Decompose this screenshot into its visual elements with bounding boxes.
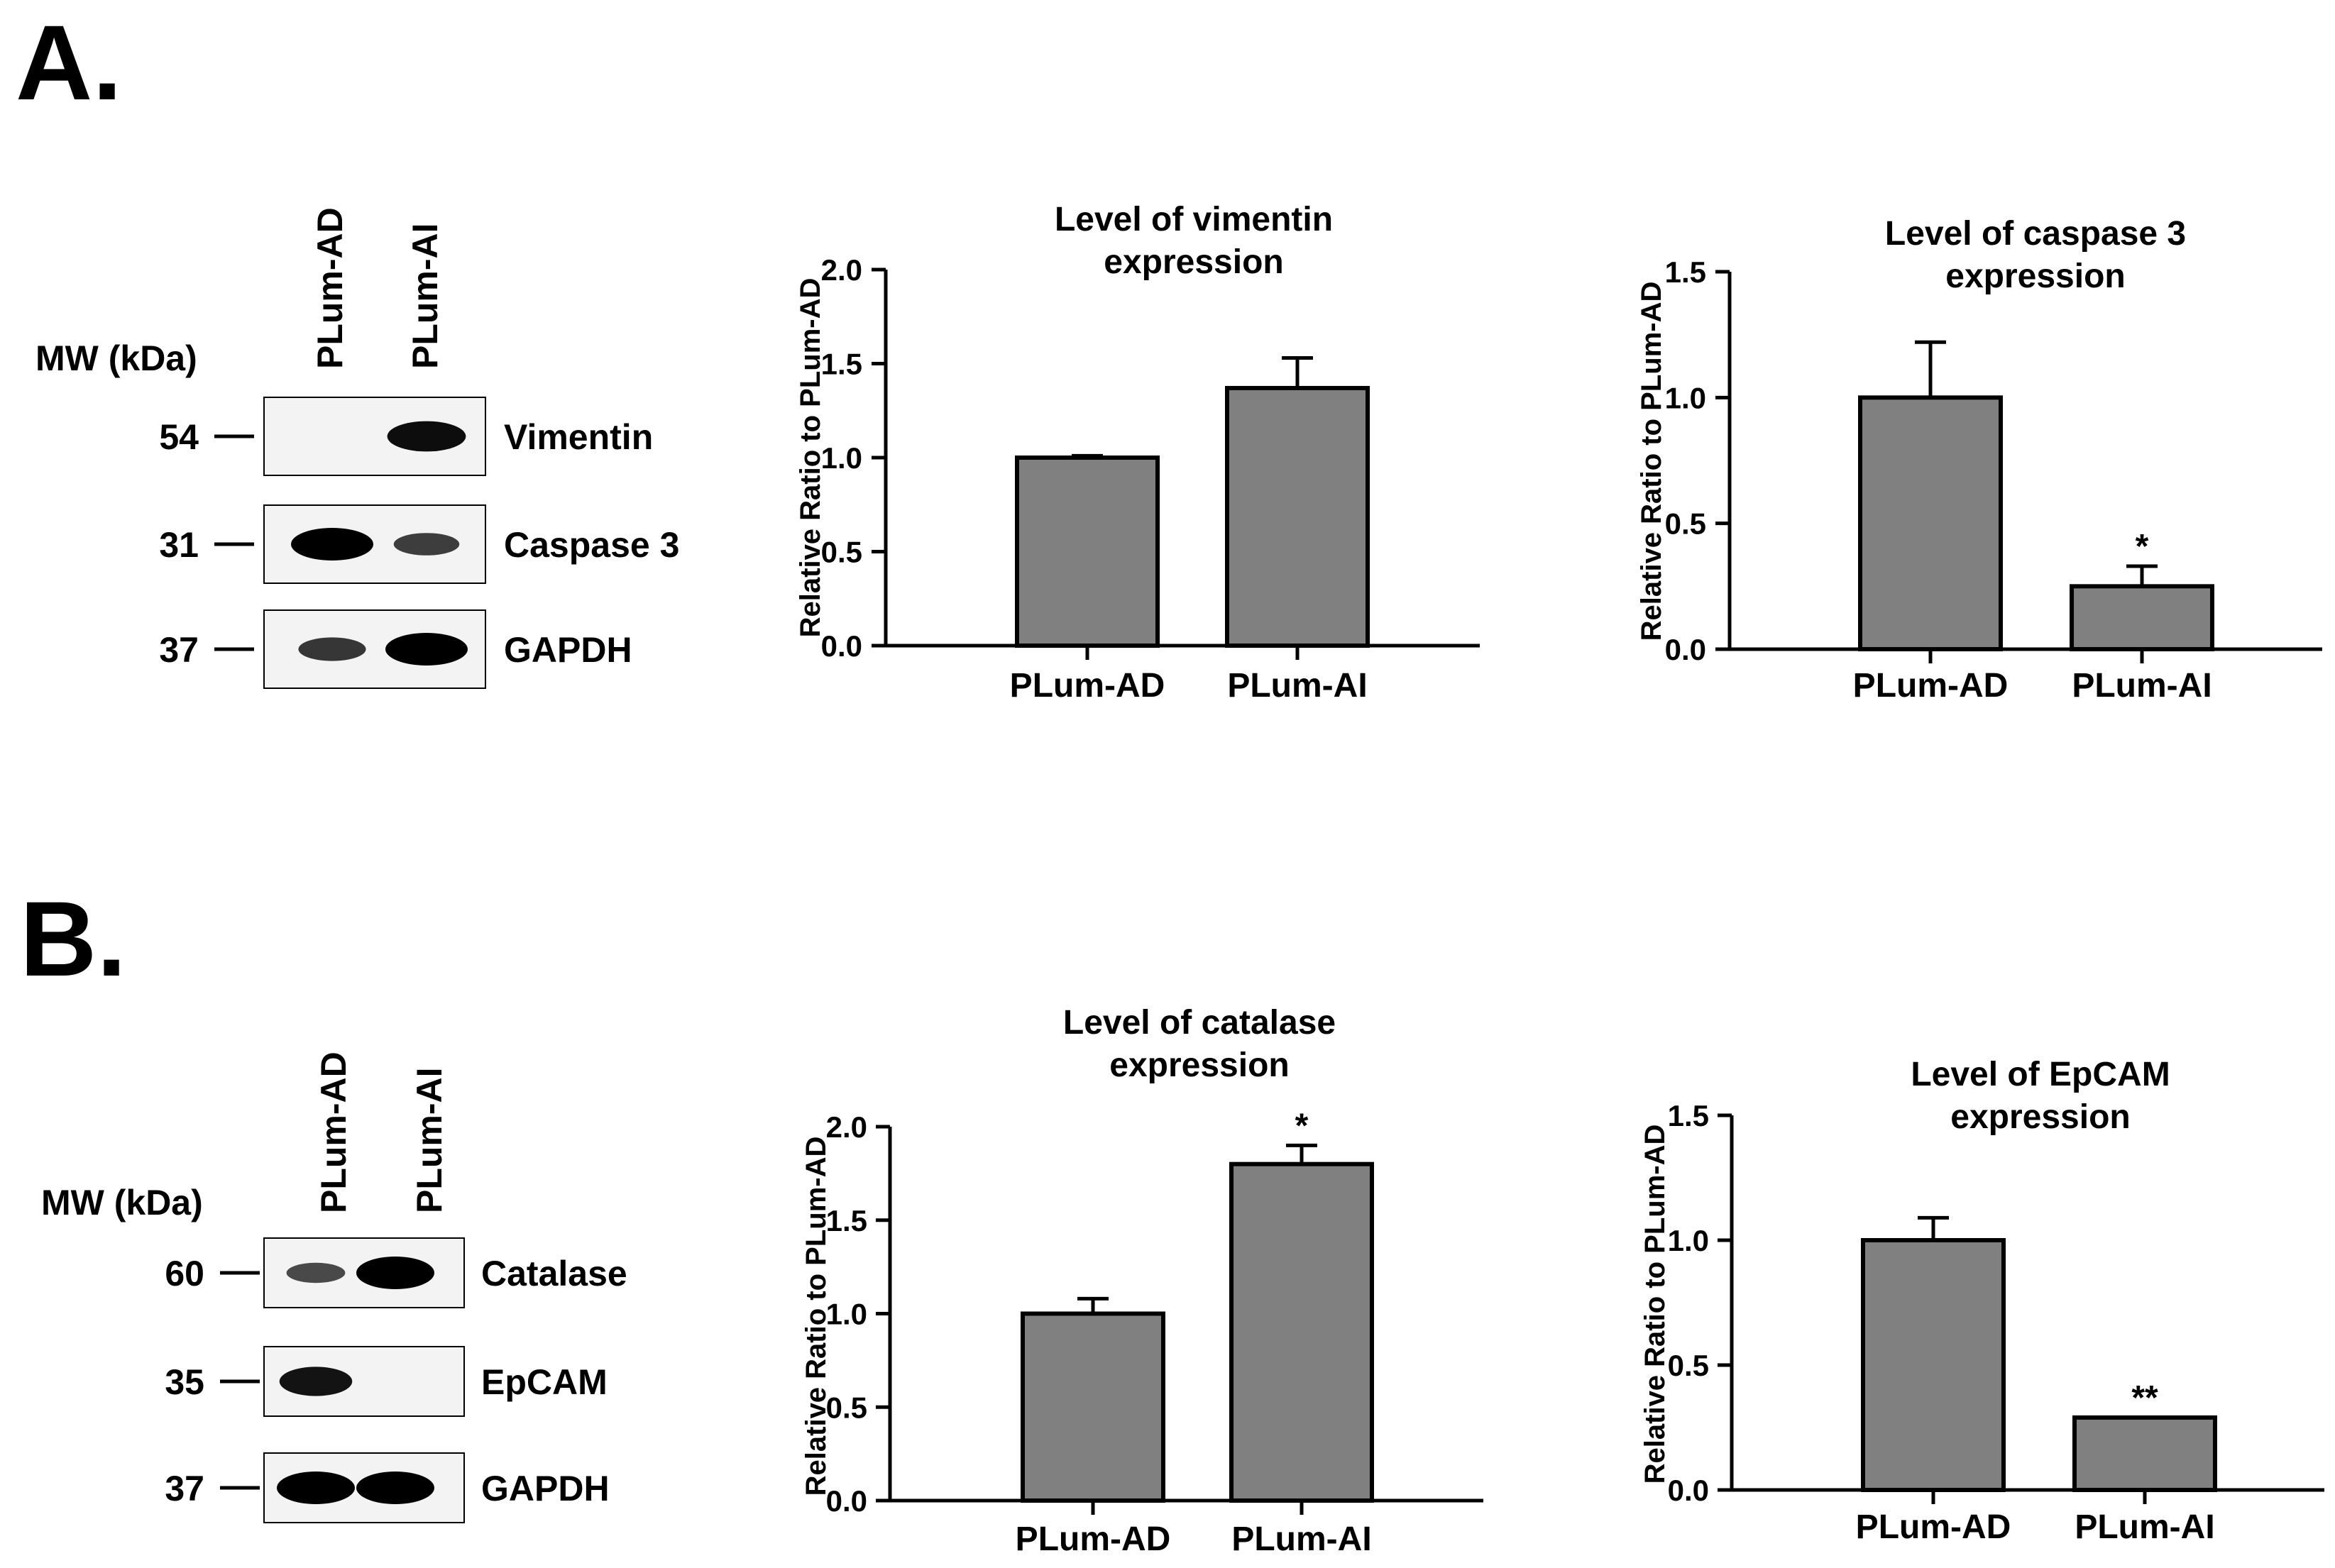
y-tick-label: 0.5	[1668, 1349, 1709, 1382]
x-tick-label: PLum-AI	[2072, 667, 2212, 705]
mw-marker: 31	[159, 525, 199, 565]
band-vimentin-lane-2	[387, 421, 466, 452]
y-tick-label: 1.5	[826, 1204, 867, 1237]
mw-marker: 60	[165, 1254, 204, 1293]
y-axis-label: Relative Ratio to PLum-AD	[801, 1137, 832, 1496]
y-tick-label: 1.0	[1665, 381, 1706, 414]
lane-label-plum-ad: PLum-AD	[310, 207, 350, 369]
chart-caspase-3: Level of caspase 3 expression Relative Rat…	[1636, 215, 2322, 705]
bar-plum-ad	[1858, 395, 2003, 651]
band-catalase-lane-1	[286, 1262, 346, 1283]
blot-rows: 60 Catalase 35 EpCAM 37 GAPDH	[165, 1237, 627, 1523]
x-tick-label: PLum-AD	[1853, 667, 2009, 705]
chart-title-line-2: expression	[1950, 1098, 2130, 1136]
band-caspase-3-lane-1	[291, 528, 373, 561]
significance-marker: **	[2131, 1379, 2158, 1417]
protein-label: EpCAM	[481, 1362, 608, 1402]
y-tick-label: 1.0	[826, 1298, 867, 1331]
y-axis-label: Relative Ratio to PLum-AD	[1636, 282, 1667, 641]
protein-label: Vimentin	[504, 417, 653, 457]
protein-label: GAPDH	[504, 630, 632, 670]
bar-plum-ai	[1229, 1161, 1374, 1503]
bar-plum-ad	[1015, 456, 1160, 648]
y-tick-label: 1.5	[821, 348, 862, 381]
lane-label-plum-ad: PLum-AD	[314, 1051, 353, 1213]
lane-label-plum-ai: PLum-AI	[410, 1067, 449, 1213]
panel-letter-a: A.	[16, 3, 122, 122]
blot-row-epcam: 35 EpCAM	[165, 1346, 608, 1417]
mw-marker: 37	[159, 630, 199, 670]
y-tick-label: 1.0	[821, 441, 862, 475]
blot-row-catalase: 60 Catalase	[165, 1237, 627, 1308]
band-caspase-3-lane-2	[393, 533, 460, 556]
chart-title-line-1: Level of EpCAM	[1911, 1056, 2170, 1093]
y-tick-label: 0.0	[821, 629, 862, 663]
band-gapdh-lane-2	[385, 633, 468, 666]
y-tick-label: 0.0	[1665, 633, 1706, 666]
mw-marker: 35	[165, 1362, 204, 1402]
band-catalase-lane-2	[356, 1257, 434, 1289]
y-tick-label: 2.0	[821, 253, 862, 287]
y-tick-label: 0.5	[826, 1391, 867, 1424]
chart-vimentin: Level of vimentin expression Relative Rati…	[795, 201, 1480, 705]
blot-row-caspase-3: 31 Caspase 3	[159, 504, 679, 584]
chart-title-line-2: expression	[1104, 243, 1283, 281]
x-tick-label: PLum-AD	[1010, 667, 1165, 705]
x-tick-label: PLum-AI	[1227, 667, 1367, 705]
mw-header: MW (kDa)	[41, 1183, 203, 1222]
chart-title-line-1: Level of catalase	[1063, 1004, 1336, 1042]
chart-title-line-2: expression	[1945, 258, 2125, 295]
protein-label: GAPDH	[481, 1469, 610, 1508]
x-tick-label: PLum-AI	[2075, 1508, 2214, 1546]
western-blot-a: MW (kDa) PLum-AD PLum-AI 54 Vimentin 31 Cas…	[35, 207, 679, 689]
y-tick-label: 2.0	[826, 1110, 867, 1144]
band-gapdh-lane-1	[298, 637, 366, 661]
blot-row-vimentin: 54 Vimentin	[159, 397, 653, 476]
western-blot-b: MW (kDa) PLum-AD PLum-AI 60 Catalase 35 EpC…	[41, 1051, 627, 1523]
y-tick-label: 0.5	[1665, 507, 1706, 541]
chart-title-line-1: Level of caspase 3	[1885, 215, 2186, 253]
y-axis-label: Relative Ratio to PLum-AD	[1639, 1125, 1671, 1484]
significance-marker: *	[1295, 1107, 1309, 1144]
y-tick-label: 1.0	[1668, 1224, 1709, 1257]
bar-plum-ai	[1225, 385, 1370, 648]
y-tick-label: 0.0	[826, 1484, 867, 1518]
protein-label: Caspase 3	[504, 525, 679, 565]
mw-marker: 54	[159, 417, 199, 457]
x-tick-label: PLum-AD	[1856, 1508, 2011, 1546]
chart-catalase: Level of catalase expression Relative Rati…	[801, 1004, 1483, 1558]
bar-plum-ai	[2070, 584, 2214, 651]
y-axis-label: Relative Ratio to PLum-AD	[795, 278, 826, 638]
x-tick-label: PLum-AI	[1231, 1520, 1371, 1558]
y-tick-label: 1.5	[1665, 255, 1706, 289]
band-gapdh-lane-1	[277, 1472, 355, 1504]
chart-epcam: Level of EpCAM expression Relative Ratio t…	[1639, 1056, 2324, 1546]
y-tick-label: 0.0	[1668, 1474, 1709, 1507]
blot-row-gapdh: 37 GAPDH	[165, 1452, 610, 1523]
significance-marker: *	[2136, 528, 2149, 565]
y-tick-label: 1.5	[1668, 1099, 1709, 1132]
band-gapdh-lane-2	[356, 1472, 434, 1504]
chart-title-line-2: expression	[1109, 1047, 1289, 1084]
protein-label: Catalase	[481, 1254, 627, 1293]
mw-header: MW (kDa)	[35, 338, 197, 378]
band-epcam-lane-1	[279, 1367, 353, 1396]
chart-title-line-1: Level of vimentin	[1055, 201, 1333, 238]
blot-row-gapdh: 37 GAPDH	[159, 609, 632, 689]
y-tick-label: 0.5	[821, 536, 862, 569]
bar-plum-ad	[1021, 1311, 1165, 1503]
blot-rows: 54 Vimentin 31 Caspase 3 37 GAPDH	[159, 397, 679, 689]
bar-plum-ai	[2072, 1415, 2217, 1493]
bar-plum-ad	[1861, 1238, 2006, 1492]
x-tick-label: PLum-AD	[1016, 1520, 1171, 1558]
lane-label-plum-ai: PLum-AI	[405, 223, 445, 369]
panel-letter-b: B.	[20, 879, 126, 998]
mw-marker: 37	[165, 1469, 204, 1508]
